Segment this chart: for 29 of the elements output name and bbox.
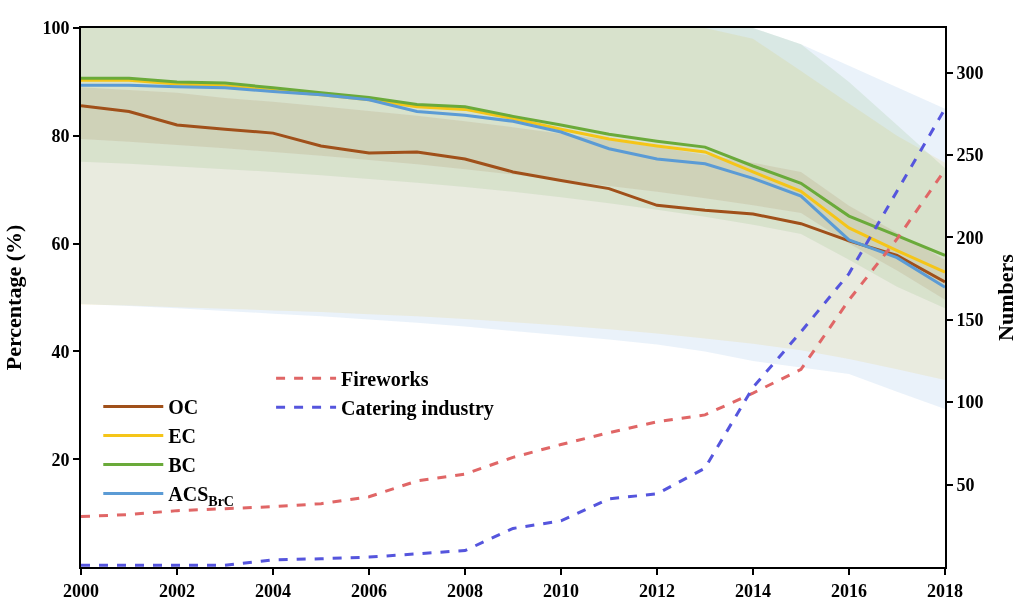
y2-tick-label: 150 (956, 310, 984, 331)
x-tick-label: 2008 (447, 580, 483, 601)
legend-label: OC (168, 396, 199, 419)
y2-axis-title: Numbers (993, 253, 1018, 341)
x-tick-label: 2006 (351, 580, 387, 601)
x-tick-label: 2000 (63, 580, 99, 601)
x-tick-label: 2004 (255, 580, 291, 601)
x-tick-label: 2014 (735, 580, 771, 601)
legend-label: EC (168, 425, 197, 448)
y2-tick-label: 250 (956, 145, 984, 166)
y-tick-label: 60 (51, 233, 70, 254)
x-tick-label: 2018 (927, 580, 963, 601)
y-tick-label: 100 (42, 18, 70, 39)
legend-label: Catering industry (341, 397, 494, 421)
y-axis-title: Percentage (%) (0, 224, 26, 371)
y2-tick-label: 50 (956, 474, 975, 495)
x-tick-label: 2016 (831, 580, 867, 601)
y2-tick-label: 100 (956, 392, 984, 413)
y-tick-label: 40 (51, 341, 70, 362)
y2-tick-label: 200 (956, 227, 984, 248)
legend-label: BC (168, 454, 197, 477)
y-tick-label: 80 (51, 126, 70, 147)
legend-label: ACS$_{BrC}$ (168, 483, 234, 509)
x-tick-label: 2010 (543, 580, 579, 601)
x-tick-label: 2012 (639, 580, 675, 601)
y2-tick-label: 300 (956, 62, 984, 83)
legend-label: Fireworks (341, 368, 429, 391)
y-tick-label: 20 (51, 449, 70, 470)
x-tick-label: 2002 (159, 580, 195, 601)
